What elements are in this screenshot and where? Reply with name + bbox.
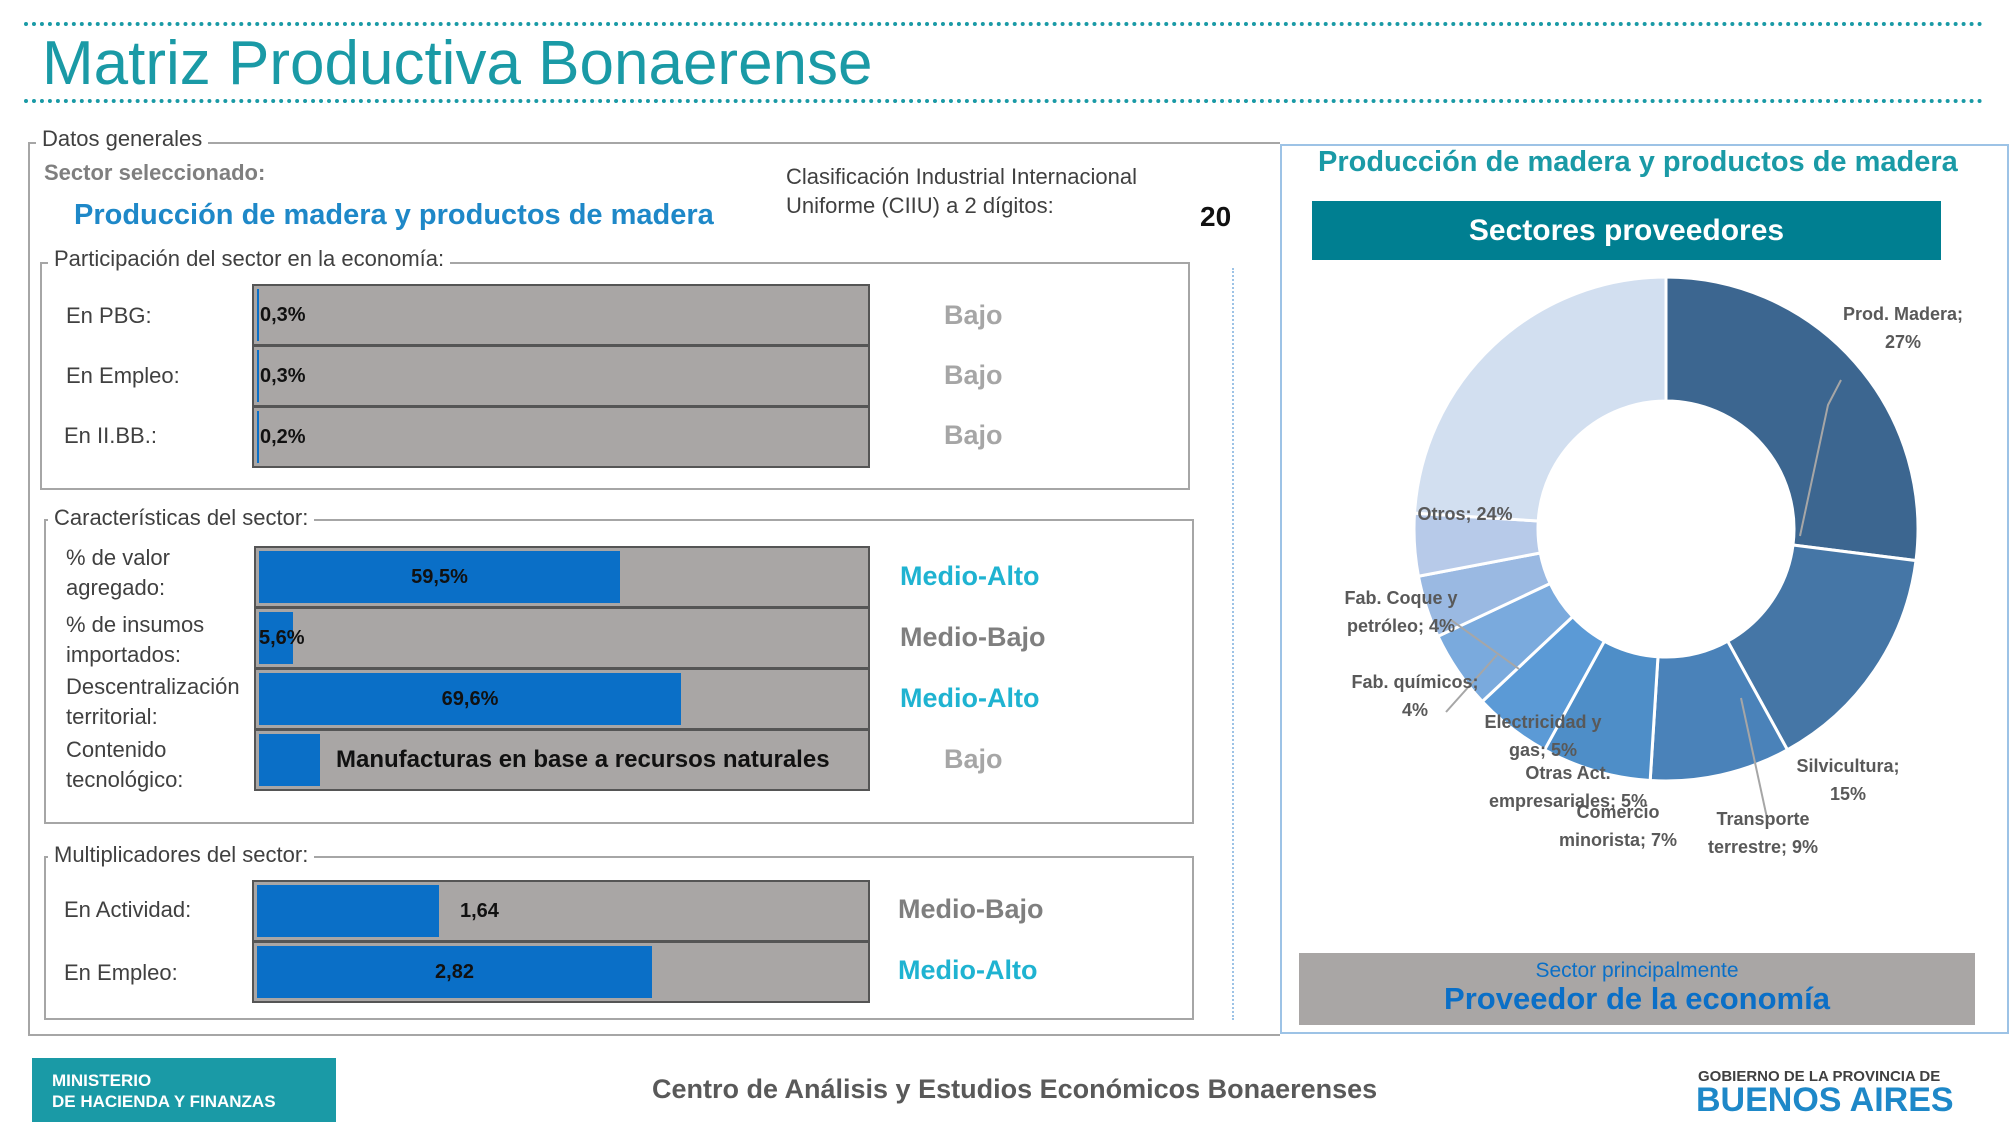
datos-generales-legend: Datos generales — [36, 126, 209, 152]
label-line: Contenido — [66, 737, 167, 762]
caracteristicas-level-contenido: Bajo — [944, 744, 1003, 774]
multiplicadores-level-actividad: Medio-Bajo — [898, 894, 1044, 924]
donut-label-1: Silvicultura; 15% — [1796, 756, 1899, 804]
caracteristicas-bar-descentralizacion: 69,6% — [254, 668, 870, 730]
page-title: Matriz Productiva Bonaerense — [42, 29, 873, 98]
bar-fill — [257, 289, 259, 341]
donut-slice-8 — [1412, 275, 1668, 523]
bar-fill — [257, 946, 652, 998]
multiplicadores-bar-actividad: 1,64 — [252, 880, 870, 942]
bar-value: 2,82 — [435, 960, 474, 983]
donut-label-8: Otros; 24% — [1417, 504, 1512, 524]
centro-estudios-text: Centro de Análisis y Estudios Económicos… — [652, 1074, 1378, 1104]
multiplicadores-legend: Multiplicadores del sector: — [48, 842, 315, 868]
top-dotted-rule — [24, 22, 1984, 26]
multiplicadores-label-empleo: En Empleo: — [64, 960, 178, 985]
participacion-label-pbg: En PBG: — [66, 303, 152, 328]
participacion-group — [40, 262, 1190, 490]
caracteristicas-bar-insumos: 5,6% — [254, 607, 870, 669]
participacion-level-pbg: Bajo — [944, 300, 1003, 330]
datos-generales-frame — [28, 142, 1280, 1036]
donut-label-6: Fab. químicos; 4% — [1351, 672, 1478, 720]
proveedores-donut-chart: Prod. Madera; 27% Silvicultura; 15% Transpor… — [1344, 275, 1963, 857]
participacion-label-iibb: En II.BB.: — [64, 423, 157, 448]
donut-slice-1 — [1725, 543, 1918, 752]
donut-label-4: Otras Act. empresariales; 5% — [1489, 763, 1647, 811]
caracteristicas-bar-contenido: Manufacturas en base a recursos naturale… — [254, 729, 870, 791]
participacion-bar-empleo: 0,3% — [252, 345, 870, 407]
participacion-level-empleo: Bajo — [944, 360, 1003, 390]
donut-leader-7 — [1450, 619, 1520, 670]
label-line: tecnológico: — [66, 767, 184, 792]
caracteristicas-bar-valor: 59,5% — [254, 546, 870, 608]
label-line: agregado: — [66, 575, 166, 600]
donut-label-2: Transporte terrestre; 9% — [1708, 809, 1818, 857]
proveedores-header: Sectores proveedores — [1312, 201, 1941, 260]
donut-label-3: Comercio minorista; 7% — [1559, 802, 1677, 850]
ministerio-line2: DE HACIENDA Y FINANZAS — [52, 1092, 276, 1111]
caracteristicas-level-valor: Medio-Alto — [900, 561, 1040, 591]
bar-fill — [259, 673, 681, 725]
multiplicadores-bar-empleo: 2,82 — [252, 941, 870, 1003]
bar-fill — [257, 350, 259, 402]
bar-fill — [259, 612, 293, 664]
bar-value: 5,6% — [259, 626, 305, 649]
bar-fill — [257, 885, 439, 937]
bar-value: 69,6% — [441, 687, 499, 710]
gobierno-line2: BUENOS AIRES — [1696, 1081, 1954, 1119]
caracteristicas-label-insumos: % de insumos importados: — [66, 610, 204, 670]
bar-value: 1,64 — [460, 899, 499, 922]
ciiu-code: 20 — [1200, 201, 1232, 232]
vertical-dotted-divider — [1232, 268, 1234, 1020]
caracteristicas-legend: Características del sector: — [48, 505, 315, 531]
bar-value: Manufacturas en base a recursos naturale… — [336, 746, 830, 773]
proveedor-badge-small: Sector principalmente — [1535, 959, 1739, 982]
ciiu-label-line2: Uniforme (CIIU) a 2 dígitos: — [786, 193, 1054, 218]
bar-value: 0,3% — [260, 303, 306, 326]
donut-leader-0 — [1799, 379, 1842, 537]
title-dotted-rule — [24, 99, 1984, 103]
donut-leader-2 — [1740, 697, 1768, 819]
bar-value: 59,5% — [411, 565, 468, 588]
bar-value: 0,3% — [260, 364, 306, 387]
ministerio-logo: MINISTERIO DE HACIENDA Y FINANZAS — [32, 1058, 336, 1122]
sector-selected-label: Sector seleccionado: — [44, 160, 266, 185]
bar-value: 0,2% — [260, 425, 306, 448]
donut-leader-6 — [1445, 654, 1498, 713]
ministerio-line1: MINISTERIO — [52, 1071, 152, 1090]
caracteristicas-label-valor: % de valor agregado: — [66, 543, 170, 603]
participacion-bar-pbg: 0,3% — [252, 284, 870, 346]
multiplicadores-label-actividad: En Actividad: — [64, 897, 192, 922]
label-line: importados: — [66, 642, 181, 667]
caracteristicas-group — [44, 519, 1194, 824]
donut-label-0: Prod. Madera; 27% — [1843, 304, 1963, 352]
bar-fill — [259, 551, 620, 603]
label-line: % de insumos — [66, 612, 205, 637]
proveedor-badge-big: Proveedor de la economía — [1444, 981, 1830, 1016]
donut-label-7: Fab. Coque y petróleo; 4% — [1344, 588, 1457, 636]
sector-name: Producción de madera y productos de made… — [74, 199, 714, 231]
donut-slice-0 — [1664, 275, 1920, 563]
caracteristicas-level-insumos: Medio-Bajo — [900, 622, 1046, 652]
caracteristicas-label-descentralizacion: Descentralización territorial: — [66, 672, 240, 732]
label-line: territorial: — [66, 704, 158, 729]
caracteristicas-level-descentralizacion: Medio-Alto — [900, 683, 1040, 713]
label-line: % de valor — [66, 545, 170, 570]
multiplicadores-group — [44, 856, 1194, 1020]
participacion-level-iibb: Bajo — [944, 420, 1003, 450]
participacion-legend: Participación del sector en la economía: — [48, 246, 451, 272]
label-line: Descentralización — [66, 674, 240, 699]
participacion-bar-iibb: 0,2% — [252, 406, 870, 468]
bar-fill — [257, 411, 259, 463]
bar-fill — [259, 734, 320, 786]
ciiu-label-line1: Clasificación Industrial Internacional — [786, 164, 1137, 189]
panel-sector-title: Producción de madera y productos de made… — [1318, 146, 1958, 178]
caracteristicas-label-contenido: Contenido tecnológico: — [66, 735, 183, 795]
donut-label-5: Electricidad y gas; 5% — [1484, 712, 1601, 760]
multiplicadores-level-empleo: Medio-Alto — [898, 955, 1038, 985]
proveedor-badge: Sector principalmente Proveedor de la ec… — [1299, 953, 1975, 1025]
participacion-label-empleo: En Empleo: — [66, 363, 180, 388]
gobierno-line1: GOBIERNO DE LA PROVINCIA DE — [1698, 1068, 1941, 1085]
proveedores-header-text: Sectores proveedores — [1468, 213, 1785, 247]
